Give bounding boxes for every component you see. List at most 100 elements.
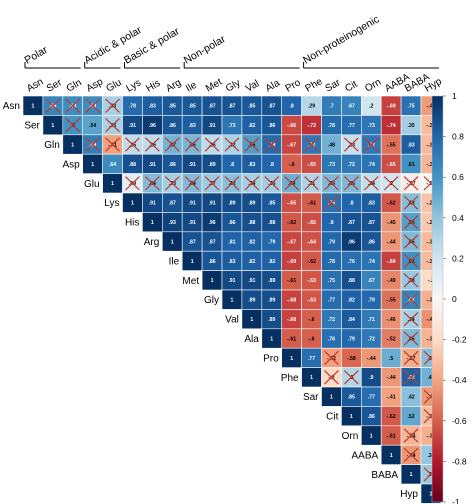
- cell-Lys-Cit: .8: [341, 192, 362, 213]
- cell-value-label: .89: [268, 278, 275, 284]
- cell-Asn-Met: .87: [201, 95, 223, 116]
- cell-Gln-Ile: .46: [181, 134, 203, 155]
- column-label-Pro: Pro: [284, 77, 303, 95]
- cell-value-label: -.69: [387, 104, 396, 110]
- cell-value-label: .35: [407, 123, 414, 129]
- cell-value-label: .85: [268, 201, 275, 207]
- cell-value-label: 1: [211, 278, 214, 284]
- cell-value-label: .82: [407, 375, 414, 381]
- nonsignificant-cross: [65, 98, 81, 113]
- cell-Sar-BABA: .42: [400, 386, 422, 407]
- cell-Gly-Orn: .79: [360, 289, 382, 310]
- cell-His-BABA: .55: [400, 212, 422, 233]
- cell-Arg-BABA: .45: [400, 231, 422, 252]
- cell-Ser-Orn: .73: [360, 115, 382, 136]
- cell-Val-Sar: .72: [321, 309, 342, 330]
- row-label-Glu: Glu: [84, 179, 100, 190]
- cell-Lys-His: .91: [142, 192, 163, 213]
- cell-value-label: -.01: [426, 181, 435, 187]
- cell-Lys-Gly: .89: [221, 192, 243, 213]
- colorbar-tick-label: -0.8: [452, 456, 467, 466]
- cell-value-label: 1: [350, 414, 353, 420]
- cell-Asp-BABA: .61: [400, 153, 422, 174]
- cell-Glu-Ile: .44: [181, 173, 203, 194]
- cell-Val-Pro: -.68: [281, 309, 302, 330]
- row-label-Lys: Lys: [104, 198, 119, 209]
- cell-value-label: .85: [248, 104, 255, 110]
- cell-value-label: .67: [368, 278, 375, 284]
- cell-value-label: .32: [228, 142, 235, 148]
- cell-Ile-Gly: .83: [221, 250, 243, 271]
- nonsignificant-cross: [224, 176, 240, 191]
- cell-value-label: -.64: [307, 239, 316, 245]
- nonsignificant-cross: [264, 137, 280, 152]
- row-label-Pro: Pro: [263, 353, 279, 364]
- cell-Ile-Ala: .82: [261, 250, 282, 271]
- cell-value-label: 1: [111, 181, 114, 187]
- cell-value-label: .47: [169, 142, 176, 148]
- cell-Arg-Arg: 1: [162, 231, 183, 252]
- cell-value-label: .46: [189, 142, 196, 148]
- cell-Gln-Arg: .47: [162, 134, 183, 155]
- cell-Cit-AABA: -.62: [380, 406, 402, 427]
- cell-value-label: 1: [250, 317, 253, 323]
- cell-Gln-Asp: .69: [82, 134, 103, 155]
- nonsignificant-cross: [125, 137, 140, 152]
- cell-value-label: .91: [149, 201, 156, 207]
- cell-value-label: 1: [270, 336, 273, 342]
- cell-Pro-Pro: 1: [281, 347, 302, 368]
- cell-value-label: -.65: [287, 201, 296, 207]
- cell-value-label: -.41: [108, 142, 117, 148]
- cell-value-label: -.32: [426, 123, 435, 129]
- cell-His-Ile: .91: [181, 212, 203, 233]
- cell-value-label: .87: [189, 239, 196, 245]
- cell-Asn-Ala: .87: [261, 95, 282, 116]
- cell-Gln-Gly: .32: [221, 134, 243, 155]
- cell-value-label: .45: [407, 239, 414, 245]
- cell-value-label: -.65: [387, 162, 396, 168]
- cell-Asn-Ser: .66: [42, 95, 64, 116]
- cell-value-label: .88: [248, 220, 255, 226]
- cell-value-label: .76: [328, 336, 335, 342]
- cell-value-label: .71: [368, 317, 375, 323]
- cell-BABA-BABA: 1: [400, 464, 422, 485]
- nonsignificant-cross: [383, 176, 399, 191]
- cell-His-AABA: -.45: [380, 212, 402, 233]
- nonsignificant-cross: [105, 98, 120, 113]
- cell-Lys-Orn: .83: [360, 192, 382, 213]
- cell-Ile-Val: .82: [241, 250, 263, 271]
- nonsignificant-cross: [224, 137, 240, 152]
- cell-value-label: .25: [129, 142, 136, 148]
- cell-Gln-Val: .56: [241, 134, 263, 155]
- nonsignificant-cross: [184, 137, 200, 152]
- cell-value-label: .3: [349, 375, 353, 381]
- cell-value-label: .6: [71, 123, 75, 129]
- cell-Val-Ala: .89: [261, 309, 282, 330]
- cell-Lys-Met: .91: [201, 192, 223, 213]
- cell-value-label: .37: [427, 472, 434, 478]
- cell-value-label: .85: [169, 104, 176, 110]
- nonsignificant-cross: [403, 176, 419, 191]
- cell-Ala-Phe: -.6: [301, 328, 322, 349]
- cell-value-label: .67: [348, 104, 355, 110]
- cell-Ala-BABA: .45: [400, 328, 422, 349]
- cell-value-label: .55: [407, 220, 414, 226]
- cell-value-label: .45: [407, 336, 414, 342]
- cell-value-label: -.66: [287, 123, 296, 129]
- cell-value-label: .44: [149, 181, 156, 187]
- cell-value-label: .33: [109, 123, 116, 129]
- cell-Gln-Glu: -.41: [102, 134, 123, 155]
- cell-Gln-Pro: -.67: [281, 134, 302, 155]
- cell-value-label: .72: [308, 142, 315, 148]
- cell-Ile-Phe: -.62: [301, 250, 322, 271]
- nonsignificant-cross: [184, 176, 200, 191]
- cell-Met-Cit: .88: [341, 270, 362, 291]
- cell-Gln-Sar: .48: [321, 134, 342, 155]
- cell-value-label: 1: [330, 395, 333, 401]
- cell-Ile-Sar: .78: [321, 250, 342, 271]
- cell-Ser-Met: .91: [201, 115, 223, 136]
- cell-value-label: -.68: [287, 298, 296, 304]
- cell-Gly-Phe: -.63: [301, 289, 322, 310]
- cell-Arg-AABA: -.44: [380, 231, 402, 252]
- row-label-Hyp: Hyp: [400, 489, 418, 500]
